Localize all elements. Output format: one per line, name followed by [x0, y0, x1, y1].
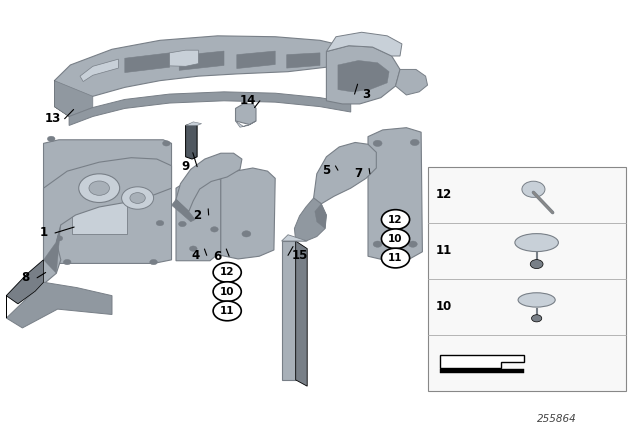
Polygon shape — [69, 92, 351, 125]
Polygon shape — [54, 81, 69, 116]
Polygon shape — [282, 235, 307, 241]
Polygon shape — [186, 122, 202, 125]
Polygon shape — [186, 123, 197, 159]
Polygon shape — [326, 32, 402, 56]
Text: 11: 11 — [435, 244, 451, 257]
Circle shape — [410, 139, 419, 146]
Text: 4: 4 — [191, 249, 199, 262]
Bar — [428, 167, 626, 391]
Circle shape — [531, 314, 541, 322]
Polygon shape — [287, 53, 320, 68]
Polygon shape — [315, 204, 326, 228]
Text: 1: 1 — [40, 226, 47, 240]
Circle shape — [213, 263, 241, 282]
Circle shape — [373, 241, 382, 247]
Circle shape — [373, 140, 382, 146]
Text: 3: 3 — [362, 87, 370, 101]
Text: 10: 10 — [220, 287, 234, 297]
Text: 12: 12 — [220, 267, 234, 277]
Circle shape — [163, 141, 170, 146]
Polygon shape — [6, 158, 172, 304]
Circle shape — [530, 260, 543, 269]
Polygon shape — [236, 104, 256, 125]
Circle shape — [213, 282, 241, 302]
Circle shape — [89, 181, 109, 195]
Polygon shape — [296, 241, 307, 386]
Polygon shape — [72, 189, 127, 234]
Polygon shape — [282, 241, 296, 380]
Text: 12: 12 — [435, 188, 451, 201]
Circle shape — [189, 246, 197, 251]
Circle shape — [213, 301, 241, 321]
Circle shape — [156, 220, 164, 226]
Polygon shape — [440, 356, 524, 368]
Circle shape — [381, 229, 410, 249]
Text: 6: 6 — [214, 250, 221, 263]
Circle shape — [55, 236, 63, 241]
Polygon shape — [368, 128, 422, 261]
Circle shape — [122, 187, 154, 209]
Circle shape — [381, 248, 410, 268]
Polygon shape — [170, 50, 198, 66]
Text: 8: 8 — [22, 271, 29, 284]
Text: 15: 15 — [291, 249, 308, 262]
Polygon shape — [176, 176, 221, 261]
Polygon shape — [176, 153, 242, 211]
Polygon shape — [396, 69, 428, 95]
Text: 12: 12 — [388, 215, 403, 224]
Polygon shape — [440, 369, 524, 373]
Polygon shape — [80, 59, 118, 82]
Text: 14: 14 — [240, 94, 257, 108]
Circle shape — [179, 221, 186, 227]
Text: 9: 9 — [182, 160, 189, 173]
Text: 255864: 255864 — [537, 414, 577, 424]
Ellipse shape — [515, 233, 559, 252]
Polygon shape — [237, 51, 275, 69]
Polygon shape — [125, 53, 170, 73]
Polygon shape — [326, 46, 400, 104]
Circle shape — [381, 210, 410, 229]
Circle shape — [242, 231, 251, 237]
Circle shape — [47, 136, 55, 142]
Polygon shape — [6, 282, 112, 328]
Circle shape — [408, 241, 417, 247]
Ellipse shape — [518, 293, 556, 307]
Circle shape — [150, 259, 157, 265]
Circle shape — [63, 259, 71, 265]
Polygon shape — [179, 51, 224, 70]
Polygon shape — [44, 140, 172, 263]
Polygon shape — [54, 81, 93, 116]
Text: 10: 10 — [388, 234, 403, 244]
Text: 7: 7 — [355, 167, 362, 181]
Polygon shape — [54, 36, 351, 107]
Text: 10: 10 — [435, 300, 451, 313]
Polygon shape — [338, 60, 389, 92]
Text: 2: 2 — [193, 208, 201, 222]
Polygon shape — [294, 198, 326, 241]
Polygon shape — [6, 260, 44, 318]
Text: 11: 11 — [388, 253, 403, 263]
Circle shape — [522, 181, 545, 197]
Text: 11: 11 — [220, 306, 234, 316]
Polygon shape — [236, 121, 256, 127]
Text: 13: 13 — [45, 112, 61, 125]
Circle shape — [211, 227, 218, 232]
Circle shape — [79, 174, 120, 202]
Polygon shape — [44, 225, 61, 273]
Polygon shape — [314, 142, 376, 204]
Polygon shape — [172, 199, 195, 222]
Circle shape — [130, 193, 145, 203]
Polygon shape — [221, 168, 275, 259]
Text: 5: 5 — [323, 164, 330, 177]
